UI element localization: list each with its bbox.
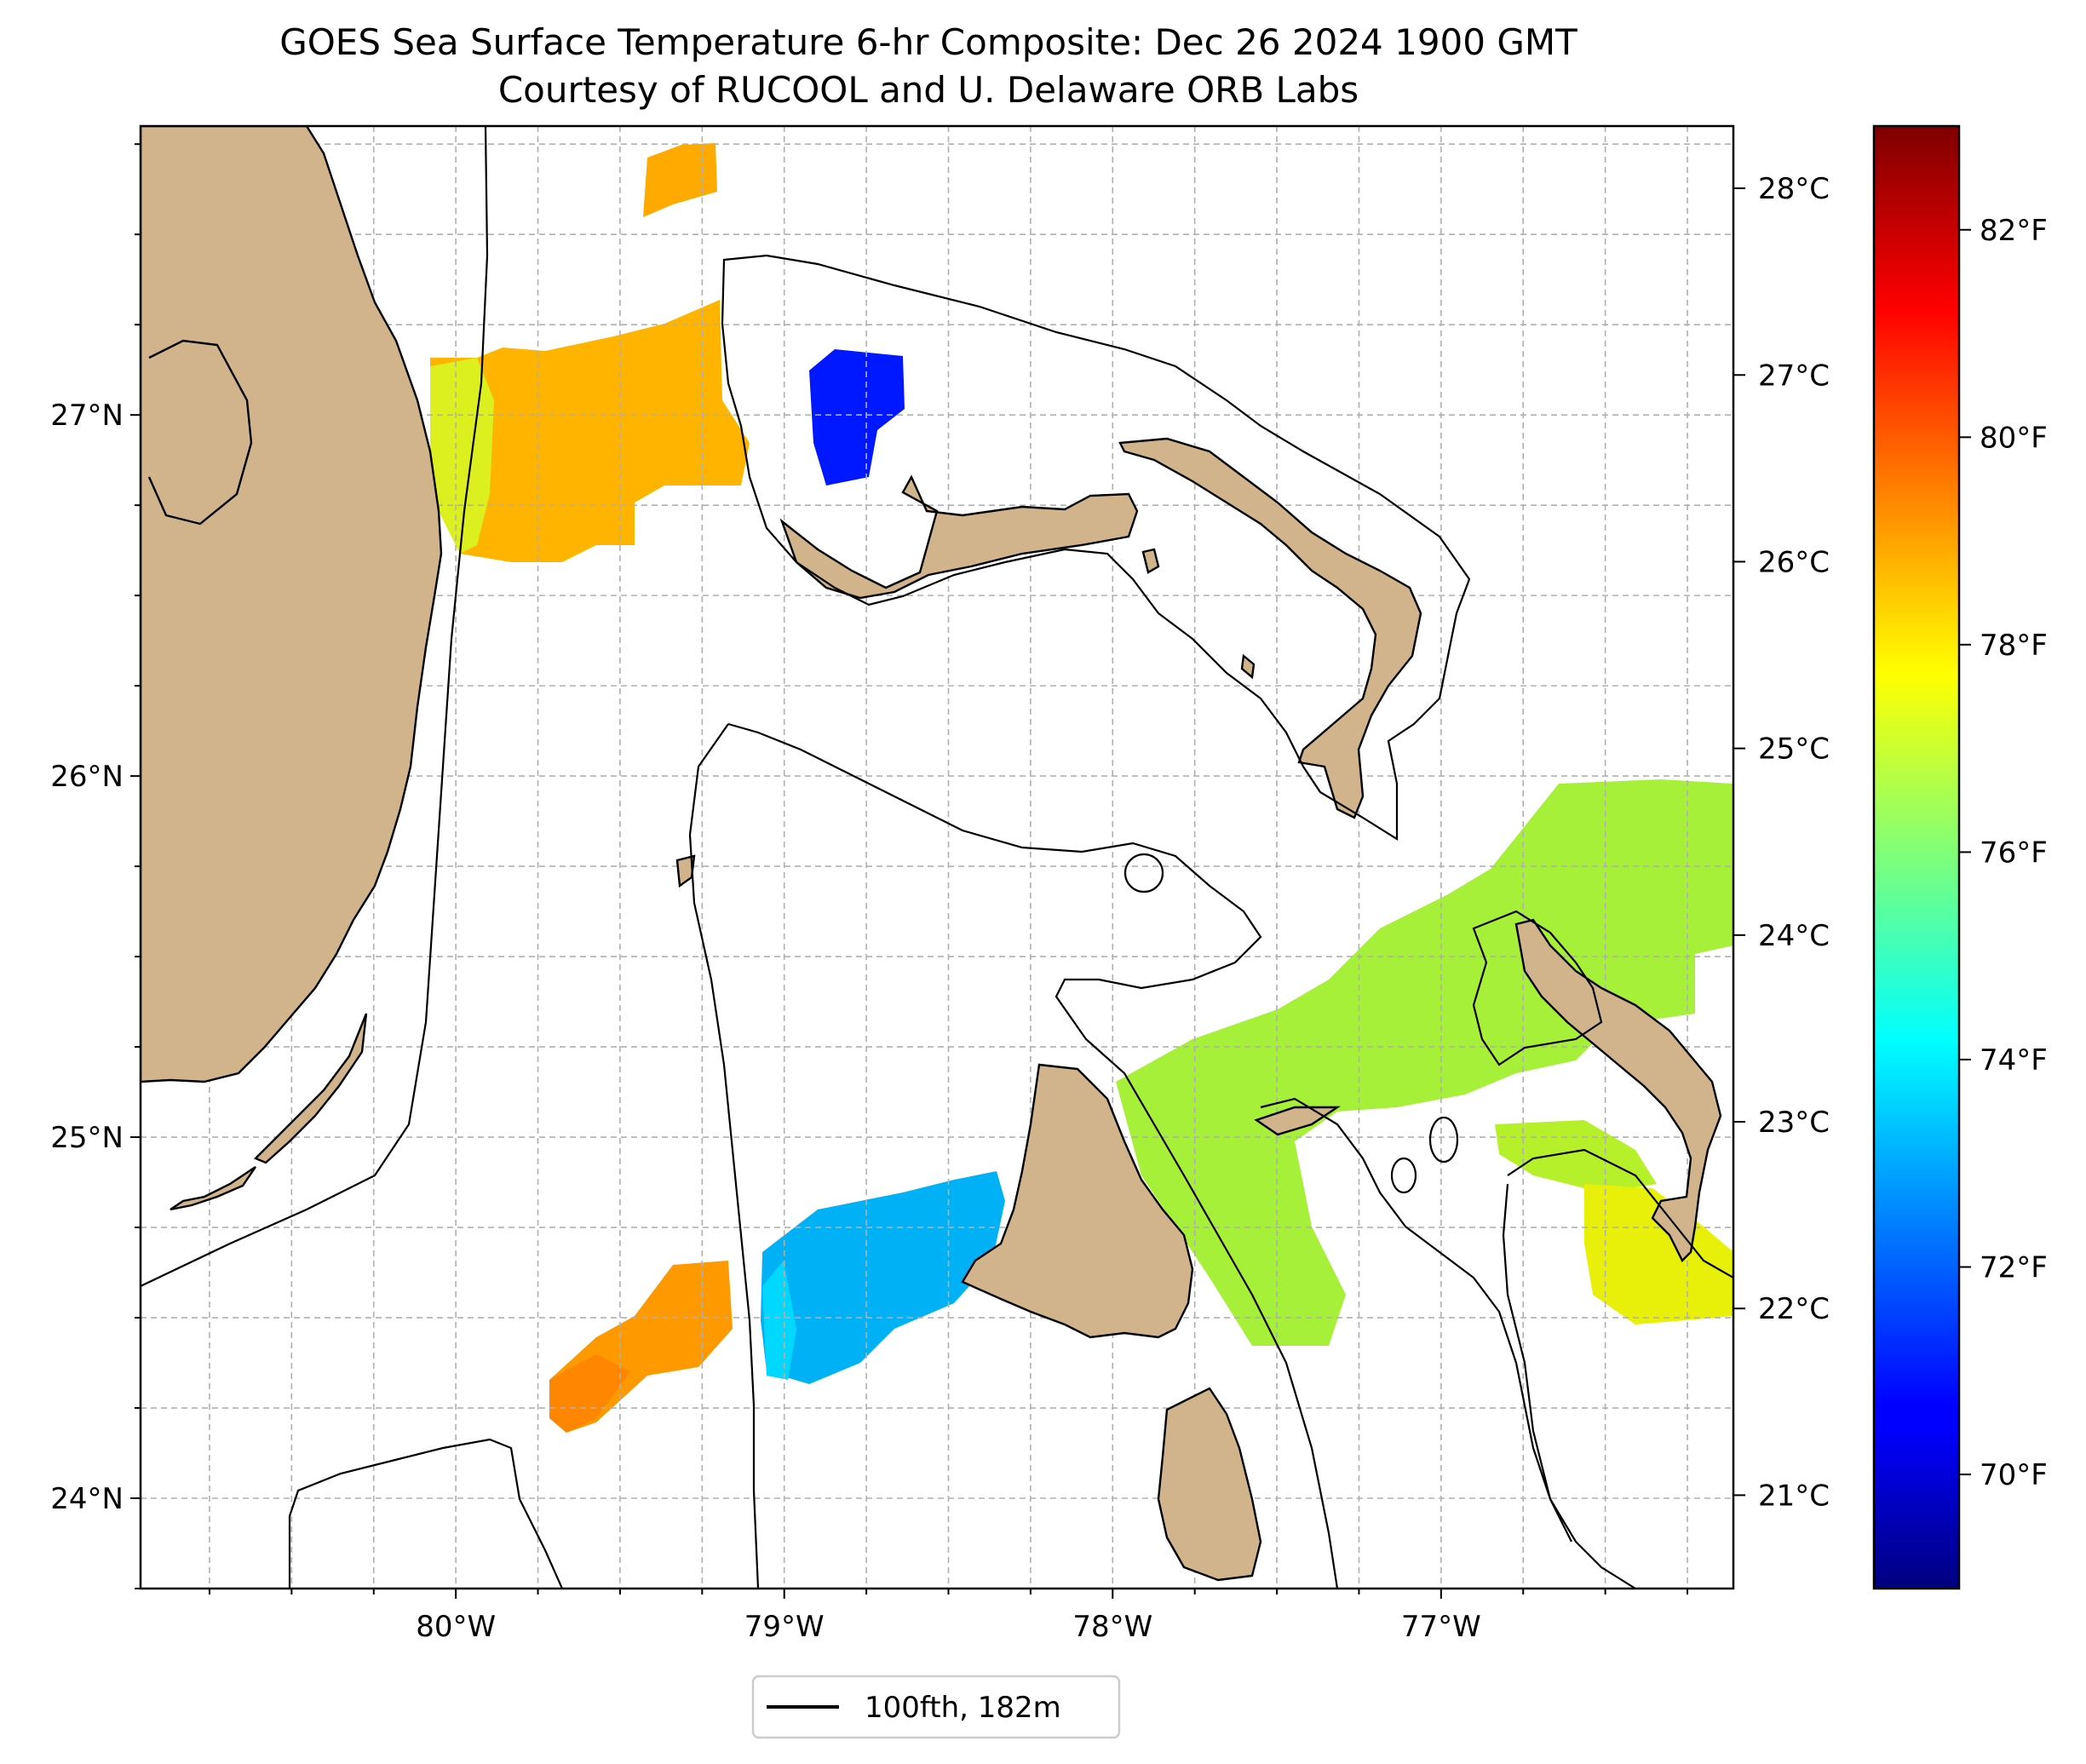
isobath-exuma-east <box>1507 1148 1733 1278</box>
abaco-land <box>1118 437 1422 819</box>
lon-tick-label: 77°W <box>1401 1610 1481 1644</box>
isobath-100fth <box>141 126 1733 1589</box>
isobath-south-shelf <box>288 1438 564 1589</box>
fahrenheit-tick-label: 72°F <box>1980 1251 2048 1285</box>
isobath-little-bahama-bank <box>721 254 1471 841</box>
celsius-tick-label: 21°C <box>1758 1479 1830 1513</box>
sst-patch-east-yellow <box>1584 1184 1733 1324</box>
map-frame <box>139 124 1735 1590</box>
sst-patch-bahamas-cold-blue <box>809 349 905 486</box>
sst-patch-cay-cyan-edge <box>762 1261 796 1380</box>
fahrenheit-axis: 70°F 72°F 74°F 76°F 78°F 80°F 82°F <box>1959 214 2048 1492</box>
fahrenheit-tick-label: 74°F <box>1980 1043 2048 1077</box>
florida-land <box>141 126 443 1083</box>
celsius-tick-label: 22°C <box>1758 1292 1830 1326</box>
florida-keys <box>253 1013 368 1164</box>
isobath-small-bank-1 <box>1123 853 1164 893</box>
sst-patch-east-green <box>1495 1120 1657 1192</box>
lon-tick-label: 80°W <box>416 1610 496 1644</box>
lat-tick-label: 26°N <box>50 760 124 794</box>
isobath-exuma-sound <box>1472 910 1603 1066</box>
fahrenheit-tick-label: 78°F <box>1980 629 2048 663</box>
celsius-tick-label: 25°C <box>1758 733 1830 767</box>
isobath-great-bahama-bank <box>727 722 1339 1589</box>
celsius-tick-label: 28°C <box>1758 172 1830 206</box>
andros-land <box>961 1063 1194 1339</box>
lat-tick-label: 24°N <box>50 1482 124 1516</box>
legend-label: 100fth, 182m <box>865 1691 1061 1725</box>
celsius-tick-label: 23°C <box>1758 1106 1830 1140</box>
fahrenheit-tick-label: 76°F <box>1980 836 2048 870</box>
eleuthera-land <box>1514 918 1722 1263</box>
lon-tick-label: 78°W <box>1072 1610 1152 1644</box>
celsius-tick-label: 24°C <box>1758 919 1830 953</box>
celsius-tick-label: 26°C <box>1758 545 1830 579</box>
andros-south-land <box>1157 1387 1262 1582</box>
small-cay-1 <box>1141 548 1160 574</box>
map-axis-ticks: 80°W 79°W 78°W 77°W 24°N 25°N 26°N 27°N <box>50 143 1689 1644</box>
bimini-land <box>675 854 696 888</box>
isobath-tongue-of-ocean <box>688 723 760 1589</box>
fahrenheit-tick-label: 82°F <box>1980 214 2048 248</box>
sst-patch-gulf-stream-green <box>1116 779 1733 1346</box>
map-title-line2: Courtesy of RUCOOL and U. Delaware ORB L… <box>498 69 1359 111</box>
small-cay-2 <box>1240 653 1256 680</box>
isobath-florida-shelf <box>141 126 489 1287</box>
lat-tick-label: 25°N <box>50 1121 124 1155</box>
map-title-line1: GOES Sea Surface Temperature 6-hr Compos… <box>279 21 1577 63</box>
florida-keys-lower <box>170 1166 256 1211</box>
sst-patch-bahamas-north-warm <box>430 300 750 562</box>
celsius-tick-label: 27°C <box>1758 359 1830 393</box>
grand-bahama-land <box>779 474 1139 600</box>
sst-patch-south-orange-dark <box>549 1354 630 1433</box>
map-area <box>141 126 1733 1589</box>
legend-box <box>751 1675 1121 1739</box>
isobath-eastern-bank <box>1260 1097 1636 1589</box>
colorbar <box>1872 124 1961 1590</box>
sst-patch-cay-cyan <box>761 1171 1005 1384</box>
isobath-exuma-south <box>1502 1183 1572 1543</box>
lon-tick-label: 79°W <box>744 1610 825 1644</box>
isobath-small-bank-2 <box>1428 1116 1459 1164</box>
isobath-small-bank-3 <box>1390 1157 1417 1194</box>
lake-okeechobee-outline <box>147 339 253 526</box>
sst-patch-north-orange <box>643 143 717 217</box>
lat-tick-label: 27°N <box>50 399 124 433</box>
legend: 100fth, 182m <box>751 1675 1121 1739</box>
celsius-axis: 21°C 22°C 23°C 24°C 25°C 26°C 27°C 28°C <box>1733 172 1830 1513</box>
fahrenheit-tick-label: 70°F <box>1980 1458 2048 1492</box>
fahrenheit-tick-label: 80°F <box>1980 421 2048 455</box>
